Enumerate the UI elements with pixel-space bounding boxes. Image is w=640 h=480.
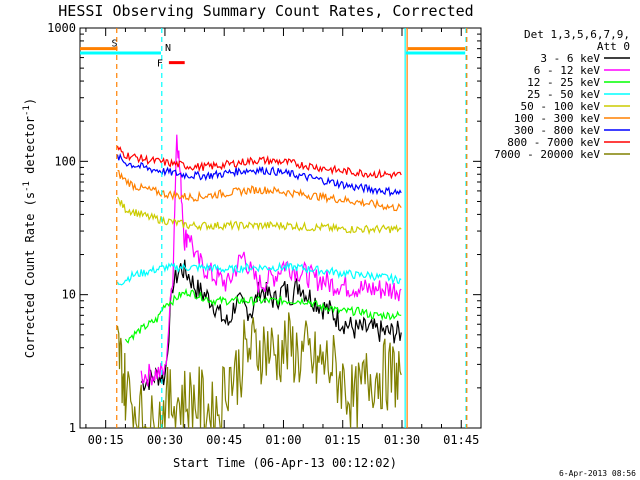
legend-item-label: 6 - 12 keV [534,64,601,77]
y-tick-label: 1000 [47,21,76,35]
legend-item-label: 800 - 7000 keV [507,136,600,149]
legend-item-label: 25 - 50 keV [527,88,600,101]
series-line-1 [140,134,402,387]
x-tick-label: 00:15 [88,433,124,447]
series-line-2 [124,287,402,344]
series-line-8 [116,312,402,428]
chart-title: HESSI Observing Summary Count Rates, Cor… [58,2,473,20]
legend-item-label: 100 - 300 keV [514,112,600,125]
y-axis-label-mid: detector [23,116,37,181]
x-tick-label: 00:30 [147,433,183,447]
legend-item-label: 50 - 100 keV [521,100,601,113]
y-axis-label-sup2: -1 [22,105,32,116]
footer-timestamp: 6-Apr-2013 08:56 [559,469,636,478]
y-tick-label: 1 [69,421,76,435]
annotation-layer: S NF [80,28,468,428]
flare-label: F [157,59,163,70]
y-axis-label: Corrected Count Rate (s-1 detector-1) [22,98,37,358]
y-tick-label: 100 [54,154,76,168]
plot-frame [79,27,482,429]
y-tick-label: 10 [62,288,76,302]
legend-item-label: 3 - 6 keV [540,52,600,65]
x-tick-label: 01:30 [384,433,420,447]
y-tick-labels: 1 10 100 1000 [47,21,76,435]
y-axis-label-sup1: -1 [22,181,32,192]
x-tick-label: 01:00 [265,433,301,447]
legend-item-label: 300 - 800 keV [514,124,600,137]
x-tick-label: 01:45 [443,433,479,447]
annot-label-S: S [112,39,118,50]
series-line-6 [116,152,402,197]
series-layer [116,134,402,428]
x-tick-label: 01:15 [325,433,361,447]
series-line-3 [116,261,402,286]
x-tick-labels: 00:15 00:30 00:45 01:00 01:15 01:30 01:45 [88,433,480,447]
series-line-7 [116,145,402,180]
legend-header-line2: Att 0 [597,40,630,53]
axis-ticks [80,27,482,429]
legend-item-label: 7000 - 20000 keV [494,148,600,161]
x-tick-label: 00:45 [206,433,242,447]
legend-item-label: 12 - 25 keV [527,76,600,89]
x-axis-label: Start Time (06-Apr-13 00:12:02) [173,456,397,470]
y-axis-label-end: ) [23,98,37,105]
series-line-4 [116,196,402,236]
legend-header-line1: Det 1,3,5,6,7,9, [524,28,630,41]
y-axis-label-main: Corrected Count Rate (s [23,192,37,358]
annot-label-N: N [165,43,171,54]
series-line-5 [117,170,402,212]
